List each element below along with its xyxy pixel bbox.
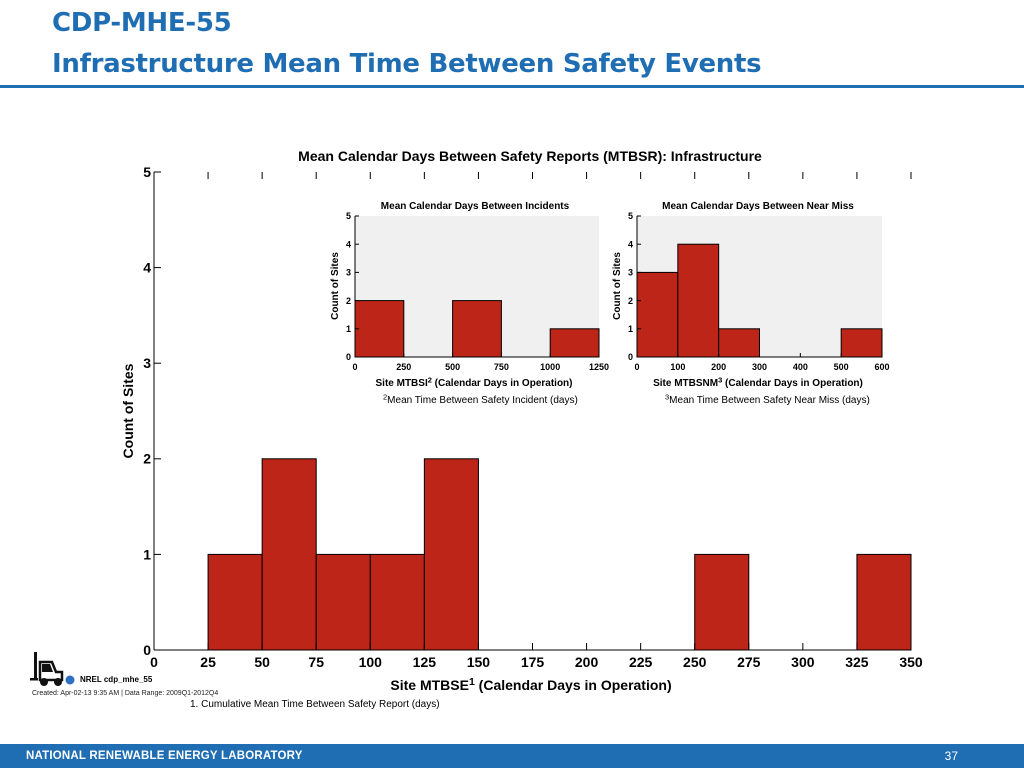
x-tick-label: 400 — [793, 362, 808, 372]
chart-incidents: 0 250 500 750 1000 1250 0 1 2 3 4 5 Mean Calendar Da… — [330, 201, 609, 406]
y-tick-label: 4 — [143, 260, 151, 276]
x-tick-label: 0 — [352, 362, 357, 372]
x-tick-label: 125 — [413, 654, 437, 670]
footer-lab-name: NATIONAL RENEWABLE ENERGY LABORATORY — [26, 750, 303, 762]
bar-nearmiss-3 — [840, 328, 883, 358]
y-tick-label: 0 — [143, 642, 151, 658]
y-tick-label: 5 — [628, 211, 633, 221]
created-note: Created: Apr-02-13 9:35 AM | Data Range:… — [32, 690, 219, 697]
x-tick-label: 200 — [711, 362, 726, 372]
x-tick-label: 150 — [467, 654, 491, 670]
footnote: 1. Cumulative Mean Time Between Safety R… — [190, 699, 440, 710]
y-tick-label: 0 — [628, 352, 633, 362]
histogram-figure: 0 25 50 75 100 125 150 175 200 225 250 275 300 325 350… — [120, 148, 923, 710]
footnote-text: Mean Time Between Safety Near Miss (days… — [669, 395, 870, 406]
y-tick-label: 1 — [346, 324, 351, 334]
bar-main-3 — [369, 553, 425, 651]
x-tick-label: 100 — [359, 654, 383, 670]
footnote-text: Mean Time Between Safety Incident (days) — [387, 395, 578, 406]
footnote-text: 1. Cumulative Mean Time Between Safety R… — [190, 699, 440, 710]
x-axis-label: Site MTBSI2 (Calendar Days in Operation) — [376, 376, 573, 390]
x-tick-label: 25 — [200, 654, 216, 670]
bar-nearmiss-2 — [718, 328, 761, 358]
x-tick-label: 175 — [521, 654, 545, 670]
x-tick-label: 325 — [845, 654, 869, 670]
page-number: 37 — [944, 749, 958, 763]
footnote: 2Mean Time Between Safety Incident (days… — [383, 393, 578, 407]
y-tick-label: 5 — [346, 211, 351, 221]
y-tick-label: 2 — [628, 296, 633, 306]
y-axis-label: Count of Sites — [612, 252, 623, 320]
y-tick-label: 2 — [143, 451, 151, 467]
bar-incidents-2 — [549, 328, 600, 358]
x-axis-label-main: Site MTBSI — [376, 378, 428, 389]
bar-main-6 — [856, 553, 912, 651]
x-tick-label: 500 — [445, 362, 460, 372]
x-tick-label: 250 — [396, 362, 411, 372]
y-tick-label: 1 — [628, 324, 633, 334]
bar-main-5 — [694, 553, 750, 651]
chart-title: Mean Calendar Days Between Near Miss — [662, 201, 854, 212]
y-tick-label: 3 — [346, 268, 351, 278]
y-axis-label: Count of Sites — [330, 252, 341, 320]
bar-incidents-0 — [354, 300, 405, 358]
footer-bar: NATIONAL RENEWABLE ENERGY LABORATORY 37 — [0, 744, 1024, 768]
bar-main-1 — [261, 458, 317, 651]
chart-nearmiss: 0 100 200 300 400 500 600 0 1 2 3 4 5 Mean Calendar D… — [612, 201, 890, 406]
x-tick-label: 750 — [494, 362, 509, 372]
chart-title: Mean Calendar Days Between Safety Report… — [298, 148, 762, 164]
x-axis-label-sup: 3 — [718, 376, 722, 385]
x-tick-label: 225 — [629, 654, 653, 670]
y-tick-label: 4 — [628, 239, 633, 249]
x-tick-label: 500 — [834, 362, 849, 372]
x-tick-label: 600 — [874, 362, 889, 372]
x-axis-label-sup: 2 — [428, 376, 432, 385]
y-tick-label: 1 — [143, 546, 151, 562]
x-tick-label: 100 — [670, 362, 685, 372]
forklift-icon — [30, 650, 76, 688]
bar-main-4 — [423, 458, 479, 651]
x-axis-label-main: Site MTBSE — [390, 677, 469, 693]
x-tick-label: 1000 — [540, 362, 560, 372]
x-tick-label: 0 — [150, 654, 158, 670]
x-tick-label: 250 — [683, 654, 707, 670]
footnote-sup: 2 — [383, 393, 387, 402]
y-axis-label: Count of Sites — [120, 363, 136, 458]
x-tick-label: 200 — [575, 654, 599, 670]
slide-title-code: CDP-MHE-55 — [52, 8, 232, 38]
x-axis-label-main: Site MTBSNM — [653, 378, 718, 389]
x-axis-label-suffix: (Calendar Days in Operation) — [432, 378, 573, 389]
bar-main-0 — [207, 553, 263, 651]
x-tick-label: 1250 — [589, 362, 609, 372]
x-axis-label-suffix: (Calendar Days in Operation) — [722, 378, 863, 389]
y-tick-label: 3 — [628, 268, 633, 278]
x-tick-label: 275 — [737, 654, 761, 670]
title-divider — [0, 85, 1024, 88]
slide-title: Infrastructure Mean Time Between Safety … — [52, 49, 762, 79]
y-tick-label: 4 — [346, 239, 351, 249]
footnote-sup: 3 — [665, 393, 669, 402]
chart-title: Mean Calendar Days Between Incidents — [381, 201, 570, 212]
footnote: 3Mean Time Between Safety Near Miss (day… — [665, 393, 870, 407]
x-tick-label: 50 — [254, 654, 270, 670]
x-axis-label-suffix: (Calendar Days in Operation) — [475, 677, 672, 693]
bar-nearmiss-1 — [677, 243, 720, 358]
logo-caption: NREL cdp_mhe_55 — [80, 675, 153, 684]
x-tick-label: 75 — [308, 654, 324, 670]
x-axis-label-sup: 1 — [469, 676, 475, 688]
bar-nearmiss-0 — [636, 271, 679, 358]
x-tick-label: 350 — [899, 654, 923, 670]
y-tick-label: 2 — [346, 296, 351, 306]
y-tick-label: 5 — [143, 164, 151, 180]
y-tick-label: 3 — [143, 355, 151, 371]
bar-incidents-1 — [452, 300, 502, 358]
x-axis-label: Site MTBSE1 (Calendar Days in Operation) — [390, 676, 671, 693]
x-axis-label: Site MTBSNM3 (Calendar Days in Operation… — [653, 376, 863, 390]
x-tick-label: 0 — [634, 362, 639, 372]
bar-main-2 — [315, 553, 371, 651]
y-tick-label: 0 — [346, 352, 351, 362]
chart-main: 0 25 50 75 100 125 150 175 200 225 250 275 300 325 350… — [120, 148, 923, 710]
x-tick-label: 300 — [752, 362, 767, 372]
x-tick-label: 300 — [791, 654, 815, 670]
